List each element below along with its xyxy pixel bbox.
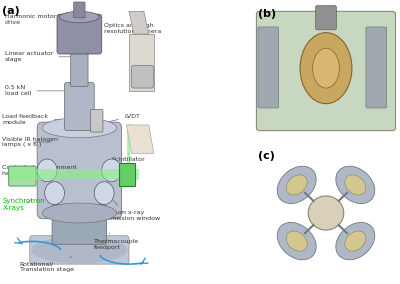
Text: 0.5 kN
load cell: 0.5 kN load cell (5, 85, 72, 96)
Ellipse shape (286, 175, 307, 195)
Ellipse shape (300, 33, 352, 104)
Ellipse shape (313, 48, 339, 88)
Text: Rotational/
Translation stage: Rotational/ Translation stage (20, 257, 74, 272)
Ellipse shape (286, 231, 307, 251)
Ellipse shape (42, 118, 116, 138)
FancyBboxPatch shape (366, 27, 387, 108)
FancyBboxPatch shape (57, 14, 102, 54)
Circle shape (94, 182, 114, 204)
Text: Visible IR halogen
lamps ( x 6 ): Visible IR halogen lamps ( x 6 ) (2, 137, 58, 147)
FancyBboxPatch shape (316, 6, 336, 30)
Ellipse shape (345, 231, 366, 251)
FancyBboxPatch shape (74, 2, 85, 18)
FancyBboxPatch shape (64, 82, 94, 131)
FancyBboxPatch shape (258, 27, 279, 108)
Text: Controlled environment
heating chamber: Controlled environment heating chamber (2, 165, 77, 176)
Ellipse shape (32, 237, 126, 263)
Ellipse shape (277, 166, 316, 204)
Text: Visible
light: Visible light (129, 73, 152, 91)
FancyBboxPatch shape (90, 109, 103, 132)
FancyBboxPatch shape (132, 65, 154, 88)
Ellipse shape (336, 166, 375, 204)
Ellipse shape (60, 11, 99, 23)
Text: Mirror: Mirror (132, 128, 150, 136)
Text: Optics and high
resolution camera: Optics and high resolution camera (104, 23, 162, 34)
Text: (c): (c) (258, 151, 275, 160)
FancyBboxPatch shape (52, 204, 107, 244)
Text: Aluminum x-ray
transmission window: Aluminum x-ray transmission window (94, 195, 160, 221)
Ellipse shape (277, 222, 316, 260)
Ellipse shape (42, 203, 116, 223)
Circle shape (308, 196, 344, 230)
FancyBboxPatch shape (37, 122, 122, 219)
Polygon shape (126, 125, 154, 153)
FancyBboxPatch shape (71, 50, 88, 87)
FancyBboxPatch shape (119, 163, 135, 186)
Polygon shape (129, 11, 149, 34)
FancyBboxPatch shape (10, 169, 139, 180)
FancyBboxPatch shape (256, 11, 396, 131)
FancyBboxPatch shape (9, 166, 36, 186)
Text: Harmonic motor
drive: Harmonic motor drive (5, 14, 72, 25)
Text: Load feedback
module: Load feedback module (2, 114, 67, 125)
Circle shape (45, 182, 64, 204)
Text: LVDT: LVDT (109, 114, 140, 122)
Text: (b): (b) (258, 9, 276, 18)
Circle shape (102, 159, 122, 182)
Ellipse shape (336, 222, 375, 260)
Circle shape (37, 159, 57, 182)
Ellipse shape (345, 175, 366, 195)
Polygon shape (129, 34, 154, 91)
Text: Synchrotron
X-rays: Synchrotron X-rays (2, 198, 45, 211)
Text: Scintillator: Scintillator (112, 153, 145, 162)
FancyBboxPatch shape (30, 236, 129, 264)
Text: (a): (a) (2, 6, 20, 16)
Text: Thermocouple
feedport: Thermocouple feedport (94, 233, 140, 250)
Text: Linear actuator
stage: Linear actuator stage (5, 51, 72, 62)
